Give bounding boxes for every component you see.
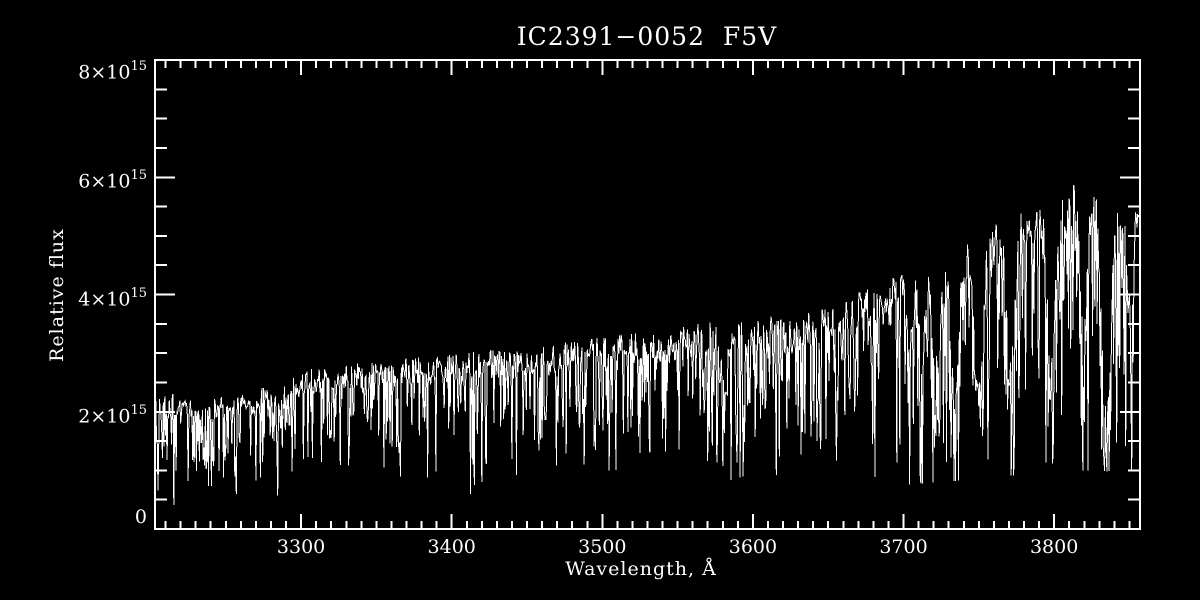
axis-ticks [156,61,1139,528]
x-tick-label: 3800 [1029,536,1079,558]
y-tick-label: 2×1015 [78,402,147,428]
tick-marks [156,61,1139,528]
x-axis-label: Wavelength, Å [565,558,717,580]
y-tick-label: 8×1015 [78,59,147,84]
exponent: 15 [130,402,147,418]
x-tick-label: 3300 [276,536,326,558]
plot-frame [154,59,1141,530]
spectrum-trace [154,185,1141,506]
x-tick-label: 3600 [728,536,778,558]
y-tick-label: 0 [134,506,147,528]
x-tick-label: 3700 [879,536,928,558]
exponent: 15 [130,168,147,184]
exponent: 15 [130,59,147,74]
x-tick-label: 3500 [578,536,627,558]
y-tick-label: 6×1015 [78,168,147,193]
chart-title: IC2391−0052 F5V [516,22,778,51]
axes-box [154,59,1141,530]
spectrum-line [154,185,1141,506]
exponent: 15 [130,285,147,301]
x-tick-label: 3400 [427,536,476,558]
y-tick-label: 4×1015 [78,285,147,310]
